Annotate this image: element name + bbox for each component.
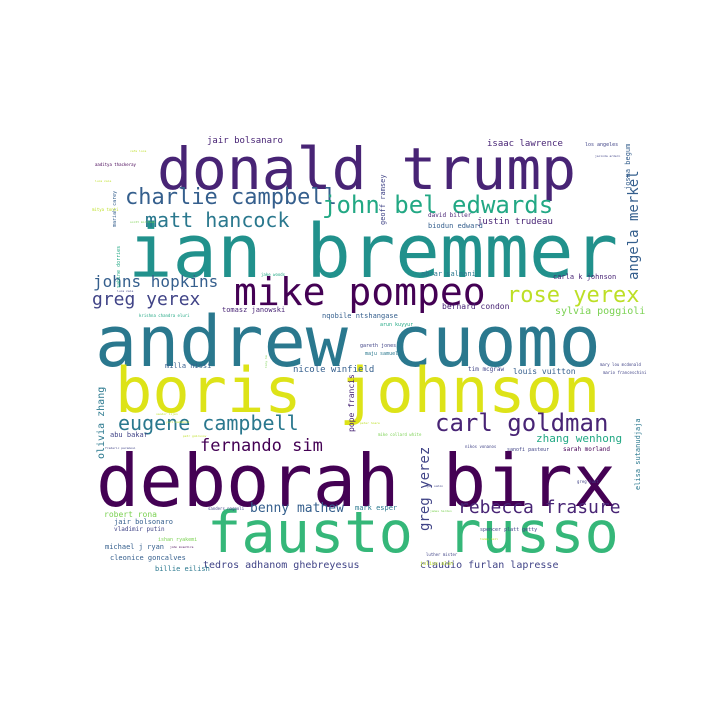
word: jake woods <box>261 272 286 277</box>
word: billie eilish <box>155 565 210 573</box>
word: mary lou mcdonald <box>600 362 641 367</box>
word: johns hopkins <box>93 272 219 291</box>
word: boris johnson <box>115 354 601 427</box>
word: gareth jones <box>360 343 397 349</box>
word: charlie campbell <box>125 185 337 210</box>
word: yuri kadobnov <box>166 420 190 424</box>
word: geoff ramsey <box>379 174 387 225</box>
word: greg yerex <box>92 289 201 310</box>
word: tedros adhanom ghebreyesus <box>203 560 360 571</box>
word: greg hunt <box>577 479 599 484</box>
word: ugur sahin <box>425 484 444 488</box>
word: elisa sutanudjaja <box>634 418 642 490</box>
word: aaditya thackeray <box>95 162 136 167</box>
word: david biller <box>428 212 472 219</box>
word: luca zaia <box>117 289 134 293</box>
word: peter hoare <box>360 421 380 425</box>
word: benny mathew <box>250 501 344 516</box>
word: carl goldman <box>435 409 609 437</box>
word: luther mister <box>426 552 458 557</box>
word: cleonice goncalves <box>110 554 186 562</box>
word: frederic paramosi <box>105 446 136 450</box>
word: bernard condon <box>442 302 510 311</box>
word: mike pompeo <box>234 270 486 314</box>
word: los angeles <box>585 142 619 148</box>
word: tony ha <box>264 355 268 368</box>
word: zhang wenhong <box>536 432 623 445</box>
word: deborah birx <box>96 439 617 523</box>
word-cloud: donald trump ian bremmer andrew cuomo bo… <box>90 135 650 585</box>
word: sanders nagnoli <box>208 506 245 511</box>
word: jair bolsonaro <box>114 518 174 526</box>
word: mark esper <box>355 504 398 512</box>
word: nqobile ntshangase <box>322 312 398 320</box>
word: eugene campbell <box>118 411 299 435</box>
word: andrew cuomo <box>95 301 601 383</box>
word: arun kuyyur <box>380 322 414 328</box>
word: scott morrison <box>130 220 156 224</box>
word: rebecca frasure <box>458 497 621 518</box>
word: justin trudeau <box>477 217 553 227</box>
word: jacinda ardern <box>595 154 621 158</box>
word: nikos vonanos <box>465 444 497 449</box>
word: carla k johnson <box>553 273 617 281</box>
word: abrar salmani <box>421 270 476 278</box>
word: abu bakar <box>110 431 148 439</box>
word: josna begum <box>624 143 632 190</box>
word: fernando sim <box>200 436 323 456</box>
word: tommy hall <box>480 537 499 541</box>
word: mario franceschini <box>603 370 647 375</box>
word: sarah morland <box>563 446 610 453</box>
word: sanofi pasteur <box>507 447 550 453</box>
word: nicole winfield <box>293 365 375 375</box>
word: petr gobrunov <box>183 434 207 438</box>
word: nandor lijen <box>156 412 178 416</box>
word: sabine dorries <box>116 245 122 288</box>
word: ishan ryakemi <box>158 537 198 543</box>
word: tim mcgraw <box>468 366 505 373</box>
word: louis vuitton <box>513 367 576 376</box>
word: john mcentire <box>170 545 194 549</box>
word: luca zaia <box>95 179 112 183</box>
word: tomasz janowski <box>222 306 286 314</box>
word: ian bremmer <box>128 209 619 295</box>
word: biodun edward <box>428 222 483 230</box>
word: sylvia poggioli <box>555 306 646 317</box>
word: robert rona <box>104 510 157 519</box>
word: rose yerex <box>507 283 640 308</box>
word: krishna chandra eluri <box>139 313 190 318</box>
word: maju samuel <box>365 351 399 357</box>
word: john bel edwards <box>322 191 554 219</box>
word: pope francis <box>347 374 356 432</box>
word: milla nissi <box>165 362 212 370</box>
word: greg yerez <box>417 446 433 531</box>
word: mike collard white <box>378 432 422 437</box>
word: mitya tonti <box>92 207 119 212</box>
word: julius alan <box>420 561 454 567</box>
word: cafe loca <box>130 149 147 153</box>
word: spencer platt getty <box>480 527 538 533</box>
word: claudio furlan lapresse <box>420 560 559 571</box>
word: matt hancock <box>145 208 290 232</box>
word: james harden <box>430 509 452 513</box>
word: michael j ryan <box>105 543 165 551</box>
word: jair bolsanaro <box>207 136 283 146</box>
word: donald trump <box>157 135 577 203</box>
word: fausto russo <box>207 500 619 566</box>
word: vladimir putin <box>114 526 165 533</box>
word: isaac lawrence <box>487 139 563 149</box>
